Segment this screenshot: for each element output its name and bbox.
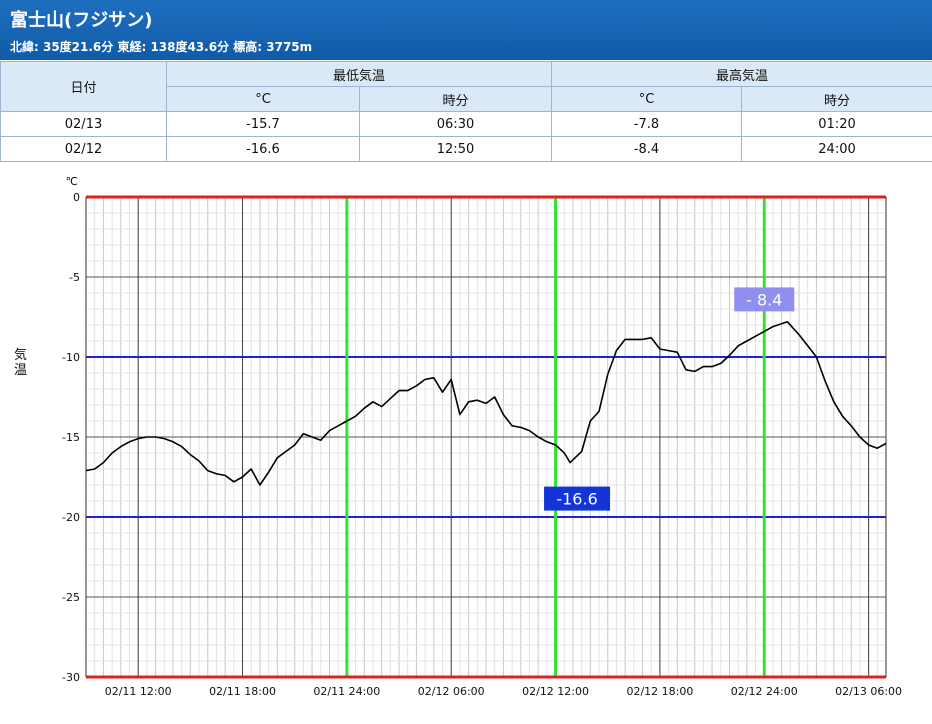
x-tick-label: 02/12 12:00 (522, 685, 589, 698)
x-tick-label: 02/12 18:00 (626, 685, 693, 698)
x-tick-label: 02/11 24:00 (313, 685, 380, 698)
row-date: 02/13 (0, 111, 167, 137)
row-min-temp: -15.7 (166, 111, 360, 137)
max-temp-header: 最高気温 (551, 61, 932, 87)
max-unit-header: °C (551, 86, 743, 112)
y-axis-label: 気温 (14, 348, 28, 378)
table-row: 02/12 -16.6 12:50 -8.4 24:00 (0, 136, 932, 162)
station-coordinates: 北緯: 35度21.6分 東経: 138度43.6分 標高: 3775m (10, 40, 313, 54)
station-title: 富士山(フジサン) (10, 10, 153, 31)
row-min-time: 12:50 (358, 136, 553, 162)
y-tick-label: 0 (73, 191, 80, 204)
row-min-time: 06:30 (358, 111, 553, 137)
row-date: 02/12 (0, 136, 167, 162)
row-max-temp: -7.8 (551, 111, 743, 137)
min-unit-header: °C (166, 86, 360, 112)
y-tick-label: -15 (62, 431, 80, 444)
y-tick-label: -20 (62, 511, 80, 524)
max-time-header: 時分 (741, 86, 932, 112)
x-tick-label: 02/11 12:00 (105, 685, 172, 698)
x-tick-label: 02/12 24:00 (731, 685, 798, 698)
min-annotation-label: -16.6 (556, 490, 597, 509)
row-max-time: 24:00 (741, 136, 932, 162)
station-header: 富士山(フジサン) 北緯: 35度21.6分 東経: 138度43.6分 標高:… (0, 0, 932, 60)
max-annotation-box (734, 287, 795, 312)
x-tick-label: 02/11 18:00 (209, 685, 276, 698)
min-annotation-box (544, 486, 611, 511)
temperature-series-line (85, 321, 887, 486)
y-tick-label: -10 (62, 351, 80, 364)
y-unit-label: ℃ (66, 175, 78, 188)
y-tick-label: -30 (62, 671, 80, 684)
min-time-header: 時分 (358, 86, 553, 112)
x-tick-label: 02/13 06:00 (835, 685, 902, 698)
y-tick-label: -5 (69, 271, 80, 284)
y-tick-label: -25 (62, 591, 80, 604)
row-max-temp: -8.4 (551, 136, 743, 162)
temperature-chart: 0 -5 -10 -15 -20 -25 -30 ℃ 02/11 12:00 02/11 18:0… (62, 175, 902, 698)
date-header: 日付 (0, 61, 167, 112)
table-row: 02/13 -15.7 06:30 -7.8 01:20 (0, 111, 932, 137)
temperature-summary-table: 日付 最低気温 最高気温 °C 時分 °C 時分 02/13 -15.7 06:… (0, 61, 932, 162)
max-annotation-label: - 8.4 (746, 290, 782, 309)
row-min-temp: -16.6 (166, 136, 360, 162)
x-tick-label: 02/12 06:00 (418, 685, 485, 698)
row-max-time: 01:20 (741, 111, 932, 137)
min-temp-header: 最低気温 (165, 61, 553, 87)
